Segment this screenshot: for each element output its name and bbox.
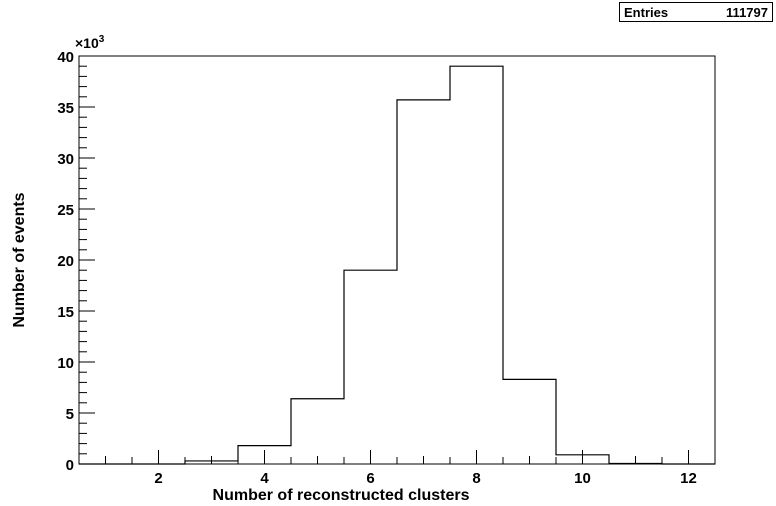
- stats-box: Entries 111797: [619, 2, 773, 22]
- x-tick-label: 4: [260, 470, 269, 487]
- histogram-series-line: [79, 65, 715, 465]
- x-tick-label: 2: [154, 470, 162, 487]
- stats-entries-label: Entries: [624, 4, 669, 20]
- histogram-bin: [291, 399, 344, 464]
- x-tick-label: 10: [574, 470, 591, 487]
- stats-entries-value: 111797: [726, 4, 768, 20]
- y-tick-label: 40: [57, 49, 74, 66]
- y-axis-multiplier: ×103: [75, 34, 105, 51]
- x-axis-label: Number of reconstructed clusters: [213, 487, 470, 504]
- histogram-bin: [503, 379, 556, 464]
- y-tick-label: 15: [57, 304, 74, 321]
- x-tick-label: 8: [472, 470, 480, 487]
- histogram-bins: [185, 66, 662, 464]
- y-tick-label: 30: [57, 151, 74, 168]
- y-axis-label: Number of events: [11, 192, 28, 327]
- axis-tick-labels: 2 4 6 8 10 12 0 5 10 15 20 25 30 35 40: [57, 49, 697, 487]
- y-tick-label: 5: [66, 406, 74, 423]
- y-tick-label: 10: [57, 355, 74, 372]
- histogram-bin: [450, 66, 503, 464]
- y-tick-label: 0: [66, 457, 74, 474]
- histogram-bin: [344, 270, 397, 464]
- y-tick-label: 20: [57, 253, 74, 270]
- axis-ticks: [79, 55, 689, 465]
- histogram-bin: [397, 100, 450, 464]
- x-tick-label: 6: [366, 470, 374, 487]
- y-tick-label: 25: [57, 202, 74, 219]
- x-tick-label: 12: [680, 470, 697, 487]
- y-tick-label: 35: [57, 100, 74, 117]
